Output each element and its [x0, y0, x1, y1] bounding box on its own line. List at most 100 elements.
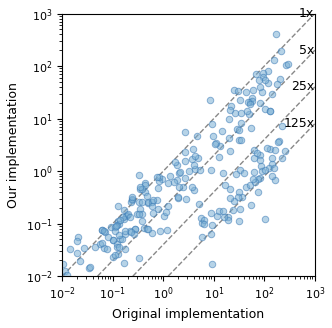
Point [250, 98, 255, 104]
Point [263, 106, 268, 112]
Point [259, 89, 264, 94]
Point [177, 171, 182, 176]
Point [100, 227, 105, 232]
Point [139, 199, 145, 205]
Point [92, 245, 97, 250]
Point [149, 200, 155, 205]
Point [88, 264, 93, 270]
Point [263, 216, 268, 221]
Point [161, 213, 166, 218]
Point [111, 237, 116, 243]
Point [121, 215, 126, 220]
Point [252, 179, 257, 185]
Point [210, 133, 215, 138]
Point [122, 247, 127, 252]
Point [226, 117, 231, 122]
Point [142, 190, 148, 195]
Point [247, 182, 253, 188]
Point [132, 226, 138, 232]
Point [122, 229, 127, 234]
Point [225, 215, 230, 220]
Point [112, 253, 117, 258]
Point [239, 137, 244, 142]
Point [149, 203, 154, 209]
Point [220, 171, 225, 176]
Point [64, 273, 69, 278]
Point [228, 104, 233, 109]
Point [177, 169, 183, 174]
Point [280, 155, 285, 160]
Point [208, 97, 213, 102]
Point [270, 174, 275, 179]
Point [165, 203, 171, 209]
Point [190, 147, 196, 152]
Point [131, 232, 136, 237]
Point [183, 196, 188, 202]
Point [189, 184, 195, 190]
Point [227, 187, 233, 192]
Point [105, 246, 110, 251]
Point [193, 153, 198, 158]
Point [173, 159, 178, 164]
Point [270, 161, 275, 166]
Point [275, 81, 280, 87]
Point [249, 203, 254, 208]
Point [212, 141, 217, 147]
Point [247, 102, 252, 107]
Point [74, 238, 79, 243]
Point [230, 208, 235, 213]
Point [201, 221, 206, 226]
Point [137, 184, 143, 190]
Point [246, 112, 252, 117]
Point [164, 209, 169, 215]
Point [271, 57, 277, 62]
Point [119, 236, 124, 242]
Point [112, 224, 117, 230]
Point [256, 78, 262, 83]
Point [214, 214, 220, 219]
Text: 5x: 5x [299, 44, 314, 57]
Point [272, 177, 277, 183]
Point [284, 62, 289, 67]
Point [177, 184, 182, 189]
Point [196, 201, 201, 206]
Point [183, 159, 188, 164]
Point [239, 194, 245, 199]
Point [270, 91, 275, 96]
Point [238, 110, 244, 115]
Point [122, 216, 127, 221]
Point [251, 87, 256, 92]
Point [145, 226, 151, 232]
Point [105, 235, 111, 240]
Point [220, 209, 225, 214]
Point [195, 133, 200, 139]
Point [144, 193, 150, 198]
Point [267, 166, 272, 171]
Point [129, 198, 134, 203]
Point [156, 174, 161, 180]
Point [272, 147, 278, 153]
Point [208, 232, 214, 237]
Point [174, 177, 179, 182]
Point [236, 138, 241, 143]
Point [239, 120, 244, 125]
Point [285, 61, 290, 67]
Point [235, 194, 240, 199]
Point [267, 109, 272, 114]
Point [182, 175, 188, 180]
Point [268, 146, 273, 152]
Point [114, 241, 119, 247]
Point [171, 180, 177, 185]
Point [197, 167, 202, 173]
Point [154, 175, 159, 180]
Point [165, 181, 170, 186]
Point [77, 258, 82, 263]
Point [141, 225, 146, 230]
Point [196, 155, 201, 160]
Point [158, 228, 163, 234]
Point [265, 80, 271, 85]
Point [150, 197, 155, 203]
Point [118, 237, 123, 242]
Point [127, 228, 133, 233]
Point [251, 147, 257, 152]
